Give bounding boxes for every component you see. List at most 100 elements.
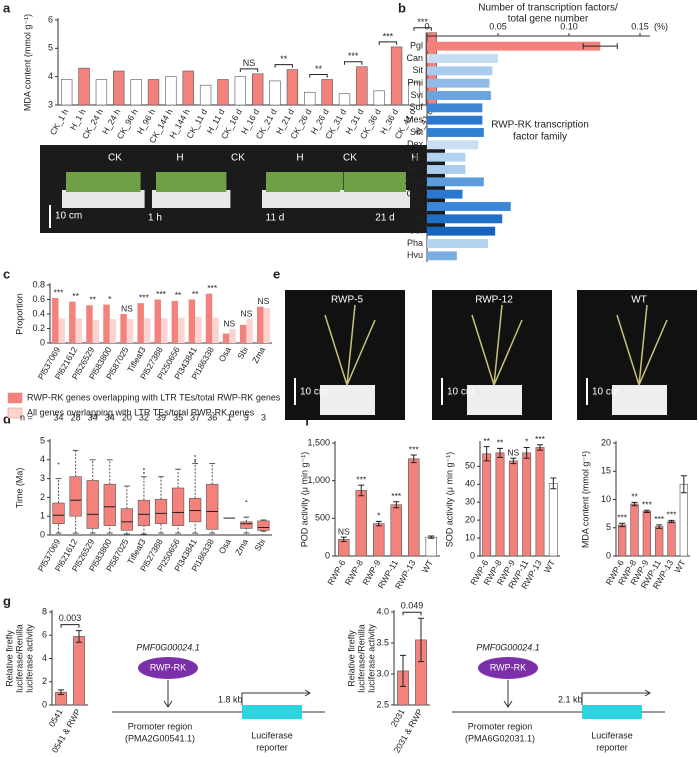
n-value: 34: [54, 412, 64, 422]
promoter: (PMA6G02031.1): [465, 733, 535, 743]
bar: [390, 46, 403, 106]
sig-label: NS: [258, 296, 270, 306]
sig-label: ***: [409, 444, 420, 454]
y-tick-label: 6: [48, 14, 53, 24]
box: [240, 521, 253, 529]
y-tick-label: 0: [40, 529, 45, 539]
y-tick-label: 5: [40, 435, 45, 445]
y-tick-label: Sof: [409, 102, 423, 112]
x-tick-label: 0: [424, 21, 429, 31]
p-value: 0.049: [401, 601, 424, 611]
x-tick-label: Sbi: [252, 537, 267, 553]
tss-arrow: [241, 689, 311, 705]
bar: [205, 293, 213, 343]
y-axis-label: SOD activity (μ min g⁻¹): [444, 452, 454, 547]
y-tick-label: 10: [465, 532, 475, 542]
bar: [427, 152, 466, 162]
panel-label: g: [3, 593, 11, 608]
y-tick-label: 2: [42, 676, 47, 686]
panel-label: c: [3, 266, 10, 281]
n-value: 1: [227, 412, 232, 422]
x-tick-label: 0541: [47, 707, 65, 729]
y-tick-label: 20: [465, 515, 475, 525]
x-tick-label: 2031: [389, 707, 407, 729]
y-tick-label: 4: [48, 71, 53, 81]
bar: [195, 316, 202, 343]
bar: [427, 189, 463, 199]
bar: [234, 76, 247, 106]
sig-label: ***: [654, 514, 665, 524]
photo-tray: [340, 190, 410, 208]
chart-title: Number of transcription factors/: [478, 3, 618, 14]
bar: [103, 304, 110, 343]
bar: [427, 214, 503, 224]
bar: [427, 128, 484, 137]
x-tick-label: Osa: [217, 345, 234, 364]
photo-label: 10 cm: [300, 387, 327, 398]
sig-bracket: [239, 68, 259, 72]
bar: [390, 504, 402, 557]
photo-label: 11 d: [266, 213, 285, 224]
y-tick-label: 0: [470, 550, 475, 560]
bar: [113, 70, 125, 106]
y-axis-label: luciferase/Renilla: [356, 624, 366, 693]
bar: [355, 490, 367, 557]
bar: [199, 84, 212, 106]
y-axis-label: luciferase/Renilla: [14, 624, 24, 693]
sig-label: *: [525, 437, 529, 447]
tf-node: [478, 657, 538, 679]
bar: [356, 66, 368, 106]
y-tick-label: 5: [48, 43, 53, 53]
bar: [427, 54, 498, 63]
reporter-box: [582, 705, 642, 719]
y-tick-label: Pgl: [410, 41, 423, 51]
bar: [618, 524, 627, 557]
error-bar: [358, 484, 365, 497]
photo-label: RWP-12: [475, 295, 513, 306]
bar: [188, 299, 196, 343]
bar: [251, 73, 264, 106]
box: [69, 476, 82, 517]
y-tick-label: 4: [40, 454, 45, 464]
panel-label: d: [3, 411, 11, 426]
sig-label: NS: [121, 303, 133, 313]
y-tick-label: Hvu: [407, 250, 423, 260]
y-axis-label: POD activity (μ min g⁻¹): [299, 452, 309, 547]
tf-gene: PMF0G00024.1: [136, 642, 200, 652]
sig-label: ***: [417, 17, 428, 27]
y-tick-label: Osa: [406, 189, 423, 199]
photo-grass: [66, 172, 141, 192]
photo-plant: [616, 304, 668, 386]
tf-gene: PMF0G00024.1: [476, 642, 540, 652]
x-tick-label: Osa: [217, 537, 234, 556]
sig-label: **: [192, 289, 199, 299]
bar: [548, 483, 558, 557]
bar: [165, 76, 177, 106]
sig-label: ***: [642, 499, 653, 509]
photo-plant: [324, 304, 376, 386]
error-bar: [619, 522, 626, 528]
tf-node: [138, 657, 198, 679]
x-tick-label: WT: [420, 558, 435, 574]
bar: [427, 103, 483, 113]
bar: [427, 66, 493, 76]
sig-label: *: [108, 294, 112, 304]
photo-tray: [62, 190, 145, 208]
bar: [427, 41, 601, 51]
sig-bracket: [402, 611, 422, 616]
n-value: 36: [207, 412, 217, 422]
error-bar: [680, 475, 687, 494]
chart-title: total gene number: [508, 14, 589, 25]
bar: [229, 329, 236, 343]
sig-label: **: [280, 54, 288, 64]
n-value: 39: [156, 412, 166, 422]
x-tick-label: 0.15: [631, 21, 649, 31]
y-tick-label: Pmi: [408, 78, 424, 88]
error-bar: [523, 446, 530, 459]
sig-label: NS: [243, 58, 256, 68]
y-tick-label: 1,500: [307, 437, 330, 447]
bar: [222, 333, 230, 343]
y-axis-label: luciferase activity: [366, 624, 376, 693]
error-bar: [631, 501, 638, 507]
bar: [73, 636, 85, 706]
